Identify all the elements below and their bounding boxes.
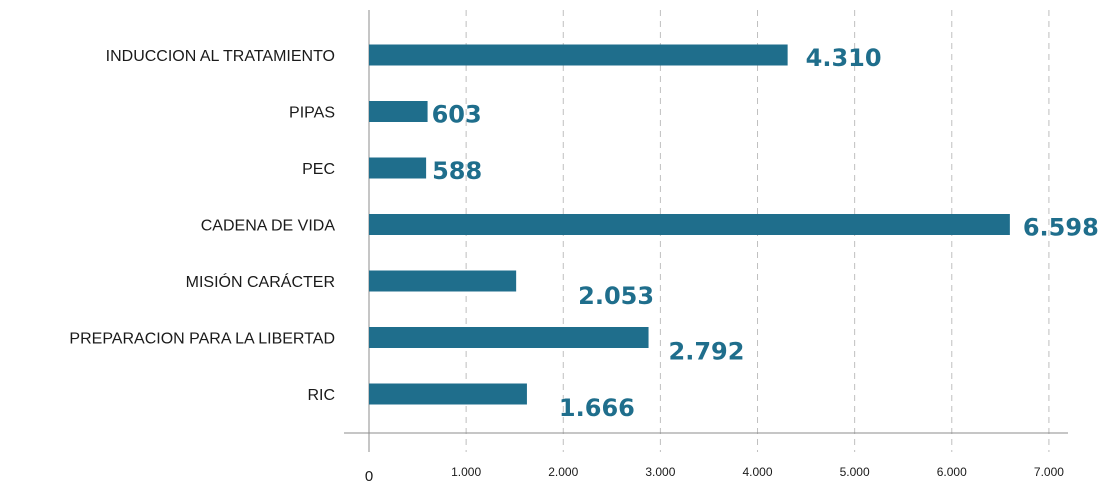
category-label: PEC — [302, 161, 335, 178]
data-label: 603 — [432, 101, 482, 129]
bar — [369, 44, 788, 66]
data-label: 1.666 — [559, 394, 635, 422]
x-tick-label: 3.000 — [645, 465, 675, 479]
category-label: CADENA DE VIDA — [201, 218, 336, 235]
x-tick-label: 7.000 — [1034, 465, 1064, 479]
x-tick-label: 5.000 — [840, 465, 870, 479]
category-label: PIPAS — [289, 105, 335, 122]
category-label: PREPARACION PARA LA LIBERTAD — [69, 331, 335, 348]
x-tick-label: 0 — [365, 468, 373, 485]
data-label: 588 — [432, 157, 482, 185]
data-label: 6.598 — [1023, 214, 1098, 242]
data-label: 2.792 — [669, 338, 745, 366]
bar — [369, 327, 649, 348]
bar — [369, 157, 427, 179]
category-label: INDUCCION AL TRATAMIENTO — [106, 48, 335, 65]
data-label: 4.310 — [806, 44, 882, 72]
x-tick-label: 4.000 — [743, 465, 773, 479]
x-tick-label: 1.000 — [451, 465, 481, 479]
bar — [369, 270, 517, 292]
data-label: 2.053 — [578, 282, 654, 310]
category-label: MISIÓN CARÁCTER — [186, 272, 335, 291]
x-tick-label: 6.000 — [937, 465, 967, 479]
bar — [369, 101, 428, 122]
bar — [369, 383, 527, 405]
category-label: RIC — [307, 387, 335, 404]
x-tick-label: 2.000 — [548, 465, 578, 479]
bar — [369, 214, 1010, 235]
